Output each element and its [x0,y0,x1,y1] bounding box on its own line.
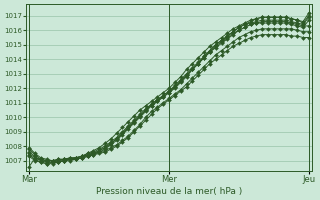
X-axis label: Pression niveau de la mer( hPa ): Pression niveau de la mer( hPa ) [96,187,242,196]
